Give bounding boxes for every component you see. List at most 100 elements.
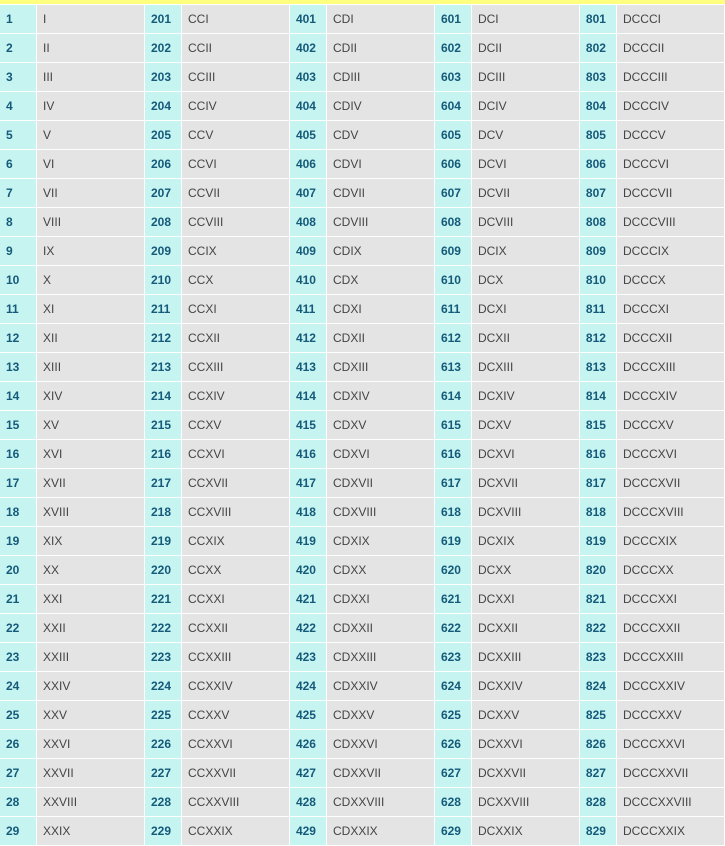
arabic-number: 1 — [0, 5, 37, 34]
arabic-number: 201 — [144, 5, 181, 34]
arabic-number: 9 — [0, 237, 37, 266]
table-row: 17XVII217CCXVII417CDXVII617DCXVII817DCCC… — [0, 469, 725, 498]
roman-numeral: CCXXVIII — [182, 788, 290, 817]
arabic-number: 228 — [144, 788, 181, 817]
roman-numeral: XXVIII — [37, 788, 145, 817]
roman-numeral: DCCCXIX — [616, 527, 724, 556]
roman-numeral: DCXIX — [471, 527, 579, 556]
roman-numeral: CDXXVI — [326, 730, 434, 759]
roman-numeral: CDVIII — [326, 208, 434, 237]
roman-numeral: XXIV — [37, 672, 145, 701]
roman-numeral: XX — [37, 556, 145, 585]
arabic-number: 222 — [144, 614, 181, 643]
table-row: 27XXVII227CCXXVII427CDXXVII627DCXXVII827… — [0, 759, 725, 788]
arabic-number: 218 — [144, 498, 181, 527]
roman-numeral: CDX — [326, 266, 434, 295]
roman-numeral: CCXII — [182, 324, 290, 353]
arabic-number: 813 — [579, 353, 616, 382]
arabic-number: 826 — [579, 730, 616, 759]
arabic-number: 819 — [579, 527, 616, 556]
arabic-number: 28 — [0, 788, 37, 817]
arabic-number: 425 — [289, 701, 326, 730]
arabic-number: 220 — [144, 556, 181, 585]
arabic-number: 229 — [144, 817, 181, 846]
roman-numeral: CCVIII — [182, 208, 290, 237]
table-row: 6VI206CCVI406CDVI606DCVI806DCCCVI — [0, 150, 725, 179]
roman-numeral: CCXXV — [182, 701, 290, 730]
arabic-number: 27 — [0, 759, 37, 788]
roman-numeral: DCCCXVII — [616, 469, 724, 498]
roman-numeral: DCXXIII — [471, 643, 579, 672]
roman-numeral: CDI — [326, 5, 434, 34]
roman-numeral: DCVI — [471, 150, 579, 179]
roman-numeral: DCXIV — [471, 382, 579, 411]
roman-numeral: XVII — [37, 469, 145, 498]
arabic-number: 223 — [144, 643, 181, 672]
table-row: 16XVI216CCXVI416CDXVI616DCXVI816DCCCXVI — [0, 440, 725, 469]
roman-numeral: DCCCXIV — [616, 382, 724, 411]
arabic-number: 807 — [579, 179, 616, 208]
arabic-number: 628 — [434, 788, 471, 817]
arabic-number: 401 — [289, 5, 326, 34]
arabic-number: 604 — [434, 92, 471, 121]
roman-numeral: CCXIX — [182, 527, 290, 556]
roman-numeral: DCCCXX — [616, 556, 724, 585]
arabic-number: 423 — [289, 643, 326, 672]
arabic-number: 802 — [579, 34, 616, 63]
arabic-number: 624 — [434, 672, 471, 701]
arabic-number: 629 — [434, 817, 471, 846]
roman-numeral: DCCCXXII — [616, 614, 724, 643]
arabic-number: 814 — [579, 382, 616, 411]
roman-numeral: CCI — [182, 5, 290, 34]
roman-numeral: DCCCXI — [616, 295, 724, 324]
arabic-number: 216 — [144, 440, 181, 469]
arabic-number: 20 — [0, 556, 37, 585]
arabic-number: 613 — [434, 353, 471, 382]
arabic-number: 810 — [579, 266, 616, 295]
arabic-number: 21 — [0, 585, 37, 614]
arabic-number: 623 — [434, 643, 471, 672]
table-row: 21XXI221CCXXI421CDXXI621DCXXI821DCCCXXI — [0, 585, 725, 614]
arabic-number: 2 — [0, 34, 37, 63]
arabic-number: 621 — [434, 585, 471, 614]
roman-numeral: DCII — [471, 34, 579, 63]
roman-numeral: XXIII — [37, 643, 145, 672]
roman-numeral: DCCCXXVII — [616, 759, 724, 788]
roman-numeral: V — [37, 121, 145, 150]
table-row: 28XXVIII228CCXXVIII428CDXXVIII628DCXXVII… — [0, 788, 725, 817]
arabic-number: 418 — [289, 498, 326, 527]
roman-numeral: DCV — [471, 121, 579, 150]
roman-numeral: CCXXIX — [182, 817, 290, 846]
arabic-number: 407 — [289, 179, 326, 208]
arabic-number: 419 — [289, 527, 326, 556]
arabic-number: 409 — [289, 237, 326, 266]
arabic-number: 610 — [434, 266, 471, 295]
roman-numeral: CDXXIII — [326, 643, 434, 672]
arabic-number: 414 — [289, 382, 326, 411]
roman-numeral: CCXVII — [182, 469, 290, 498]
roman-numeral: CCX — [182, 266, 290, 295]
roman-numeral: X — [37, 266, 145, 295]
arabic-number: 7 — [0, 179, 37, 208]
roman-numeral: III — [37, 63, 145, 92]
arabic-number: 416 — [289, 440, 326, 469]
table-row: 29XXIX229CCXXIX429CDXXIX629DCXXIX829DCCC… — [0, 817, 725, 846]
arabic-number: 827 — [579, 759, 616, 788]
arabic-number: 602 — [434, 34, 471, 63]
roman-numeral: CDII — [326, 34, 434, 63]
arabic-number: 214 — [144, 382, 181, 411]
roman-numeral-table: 1I201CCI401CDI601DCI801DCCCI2II202CCII40… — [0, 0, 725, 846]
arabic-number: 806 — [579, 150, 616, 179]
table-row: 10X210CCX410CDX610DCX810DCCCX — [0, 266, 725, 295]
roman-numeral: CDIV — [326, 92, 434, 121]
arabic-number: 226 — [144, 730, 181, 759]
arabic-number: 215 — [144, 411, 181, 440]
arabic-number: 821 — [579, 585, 616, 614]
roman-numeral: CDV — [326, 121, 434, 150]
arabic-number: 426 — [289, 730, 326, 759]
roman-numeral: DCCCVI — [616, 150, 724, 179]
roman-numeral: XI — [37, 295, 145, 324]
roman-numeral: DCXXVI — [471, 730, 579, 759]
arabic-number: 6 — [0, 150, 37, 179]
roman-numeral: DCCCXV — [616, 411, 724, 440]
